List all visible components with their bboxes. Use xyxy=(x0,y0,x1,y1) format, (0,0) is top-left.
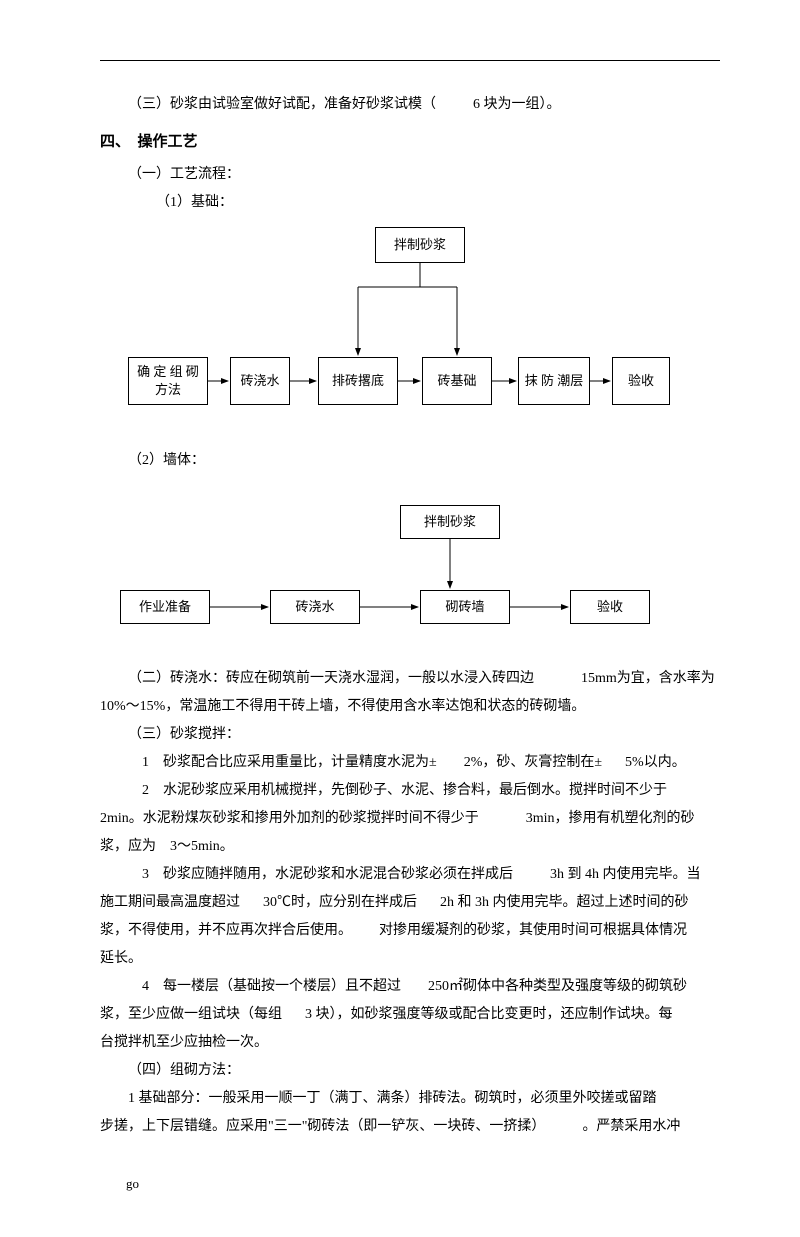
para: 步搓，上下层错缝。应采用"三一"砌砖法（即一铲灰、一块砖、一挤揉） 。严禁采用水… xyxy=(100,1113,720,1141)
section-title: 四、 操作工艺 xyxy=(100,127,720,157)
para: （四）组砌方法： xyxy=(100,1057,720,1085)
para: （二）砖浇水：砖应在砌筑前一天浇水湿润，一般以水浸入砖四边 15mm为宜，含水率… xyxy=(100,665,720,693)
txt: 5%以内。 xyxy=(625,755,686,770)
para: 2min。水泥粉煤灰砂浆和掺用外加剂的砂浆搅拌时间不得少于 3min，掺用有机塑… xyxy=(100,805,720,833)
txt: 6 块为一组）。 xyxy=(473,97,561,112)
para: 施工期间最高温度超过 30℃时，应分别在拌成后 2h 和 3h 内使用完毕。超过… xyxy=(100,889,720,917)
para-intro: （三）砂浆由试验室做好试配，准备好砂浆试模（ 6 块为一组）。 xyxy=(100,91,720,119)
para: 浆，不得使用，并不应再次拌合后使用。 对掺用缓凝剂的砂浆，其使用时间可根据具体情… xyxy=(100,917,720,945)
txt: 。严禁采用水冲 xyxy=(582,1119,680,1134)
para: 台搅拌机至少应抽检一次。 xyxy=(100,1029,720,1057)
flow-arrows xyxy=(100,227,700,427)
para: （三）砂浆搅拌： xyxy=(100,721,720,749)
txt: 3min，掺用有机塑化剂的砂 xyxy=(526,811,695,826)
txt: 250㎡砌体中各种类型及强度等级的砌筑砂 xyxy=(428,979,687,994)
flowchart-foundation: 拌制砂浆 确 定 组 砌方法 砖浇水 排砖撂底 砖基础 抹 防 潮层 验收 xyxy=(100,227,720,427)
para: 2 水泥砂浆应采用机械搅拌，先倒砂子、水泥、掺合料，最后倒水。搅拌时间不少于 xyxy=(100,777,720,805)
para: 浆，应为 3～5min。 xyxy=(100,833,720,861)
para: （2）墙体： xyxy=(100,447,720,475)
top-rule xyxy=(100,60,720,61)
para: 1 砂浆配合比应采用重量比，计量精度水泥为± 2%，砂、灰膏控制在± 5%以内。 xyxy=(100,749,720,777)
txt: 30℃时，应分别在拌成后 xyxy=(263,895,417,910)
flow-arrows-2 xyxy=(100,505,700,645)
para: （一）工艺流程： xyxy=(100,161,720,189)
txt: 3 块），如砂浆强度等级或配合比变更时，还应制作试块。每 xyxy=(305,1007,673,1022)
flowchart-wall: 拌制砂浆 作业准备 砖浇水 砌砖墙 验收 xyxy=(100,505,720,645)
txt: 1 砂浆配合比应采用重量比，计量精度水泥为± xyxy=(142,755,437,770)
txt: 2%，砂、灰膏控制在± xyxy=(464,755,602,770)
txt: 浆，不得使用，并不应再次拌合后使用。 xyxy=(100,923,352,938)
txt: 4 每一楼层（基础按一个楼层）且不超过 xyxy=(142,979,401,994)
txt: 对掺用缓凝剂的砂浆，其使用时间可根据具体情况 xyxy=(379,923,687,938)
para: （1）基础： xyxy=(100,189,720,217)
txt: 2min。水泥粉煤灰砂浆和掺用外加剂的砂浆搅拌时间不得少于 xyxy=(100,811,479,826)
txt: 15mm为宜，含水率为 xyxy=(581,671,715,686)
para: 延长。 xyxy=(100,945,720,973)
para: 10%～15%，常温施工不得用干砖上墙，不得使用含水率达饱和状态的砖砌墙。 xyxy=(100,693,720,721)
txt: 3 砂浆应随拌随用，水泥砂浆和水泥混合砂浆必须在拌成后 xyxy=(142,867,513,882)
txt: （三）砂浆由试验室做好试配，准备好砂浆试模（ xyxy=(128,97,436,112)
para: 4 每一楼层（基础按一个楼层）且不超过 250㎡砌体中各种类型及强度等级的砌筑砂 xyxy=(100,973,720,1001)
txt: 3h 到 4h 内使用完毕。当 xyxy=(550,867,701,882)
para: 3 砂浆应随拌随用，水泥砂浆和水泥混合砂浆必须在拌成后 3h 到 4h 内使用完… xyxy=(100,861,720,889)
txt: 2h 和 3h 内使用完毕。超过上述时间的砂 xyxy=(440,895,689,910)
txt: 浆，至少应做一组试块（每组 xyxy=(100,1007,282,1022)
txt: 施工期间最高温度超过 xyxy=(100,895,240,910)
para: 浆，至少应做一组试块（每组 3 块），如砂浆强度等级或配合比变更时，还应制作试块… xyxy=(100,1001,720,1029)
footer: go xyxy=(100,1171,720,1197)
para: 1 基础部分：一般采用一顺一丁（满丁、满条）排砖法。砌筑时，必须里外咬搓或留踏 xyxy=(100,1085,720,1113)
txt: 步搓，上下层错缝。应采用"三一"砌砖法（即一铲灰、一块砖、一挤揉） xyxy=(100,1119,545,1134)
txt: （二）砖浇水：砖应在砌筑前一天浇水湿润，一般以水浸入砖四边 xyxy=(128,671,534,686)
